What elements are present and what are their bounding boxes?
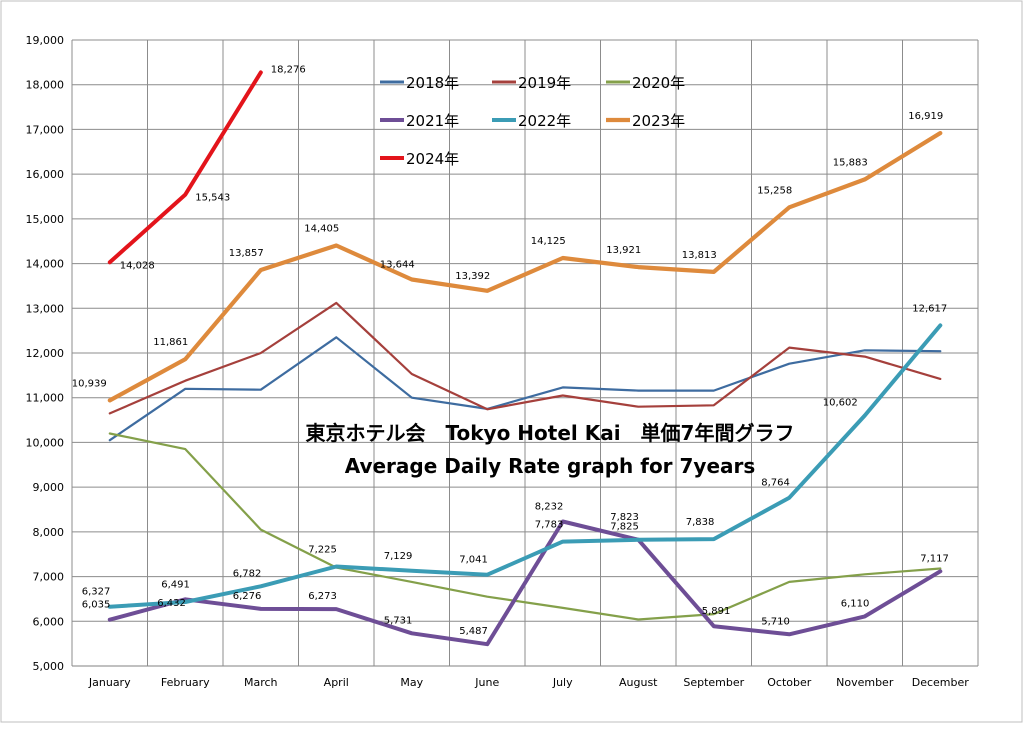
data-label: 12,617 — [912, 303, 947, 314]
axis-layer: 5,000 6,000 7,000 8,000 9,000 10,000 11,000 12,… — [26, 34, 970, 689]
y-tick-label: 16,000 — [26, 168, 65, 181]
data-label: 10,602 — [823, 398, 858, 409]
x-tick-label: February — [161, 676, 210, 689]
x-tick-label: October — [767, 676, 811, 689]
x-tick-label: July — [552, 676, 573, 689]
chart-subtitle: Average Daily Rate graph for 7years — [345, 454, 756, 478]
y-tick-label: 18,000 — [26, 79, 65, 92]
series-layer — [107, 70, 943, 647]
x-tick-label: January — [88, 676, 131, 689]
legend-entry: 2023年 — [632, 112, 685, 130]
series-line-2022年 — [107, 323, 943, 609]
x-tick-label: May — [400, 676, 423, 689]
chart-title: 東京ホテル会 Tokyo Hotel Kai 単価7年間グラフ — [306, 421, 795, 445]
x-tick-label: November — [836, 676, 894, 689]
data-label: 15,883 — [833, 157, 868, 168]
data-label: 7,838 — [686, 517, 715, 528]
data-label: 7,129 — [384, 551, 413, 562]
data-label: 7,823 — [610, 512, 639, 523]
data-label: 7,117 — [920, 553, 949, 564]
data-label: 5,710 — [761, 616, 790, 627]
x-tick-label: April — [324, 676, 349, 689]
y-tick-label: 17,000 — [26, 123, 65, 136]
series-line-2021年 — [107, 519, 943, 647]
series-line-2019年 — [108, 301, 942, 415]
y-tick-label: 19,000 — [26, 34, 65, 47]
y-tick-label: 6,000 — [33, 615, 65, 628]
data-label: 6,035 — [82, 600, 111, 611]
legend-entry: 2021年 — [406, 112, 459, 130]
data-label: 7,041 — [459, 555, 488, 566]
legend-entry: 2022年 — [518, 112, 571, 130]
data-label: 5,487 — [459, 626, 488, 637]
data-label: 5,891 — [702, 606, 731, 617]
series-line-2018年 — [108, 336, 942, 442]
data-label: 14,405 — [304, 223, 339, 234]
data-label: 15,543 — [195, 193, 230, 204]
data-label: 11,861 — [153, 337, 188, 348]
y-tick-label: 12,000 — [26, 347, 65, 360]
data-label: 14,028 — [120, 260, 155, 271]
data-label: 6,327 — [82, 587, 111, 598]
x-tick-label: September — [683, 676, 744, 689]
grid-layer — [71, 39, 979, 667]
series-line-2023年 — [107, 131, 943, 403]
y-tick-label: 7,000 — [33, 571, 65, 584]
data-label: 6,432 — [157, 598, 186, 609]
data-label: 6,273 — [308, 591, 337, 602]
legend-entry: 2020年 — [632, 74, 685, 92]
data-label: 7,825 — [610, 522, 639, 533]
y-tick-label: 13,000 — [26, 302, 65, 315]
data-label: 18,276 — [271, 64, 306, 75]
y-tick-label: 11,000 — [26, 392, 65, 405]
y-tick-label: 14,000 — [26, 258, 65, 271]
data-label: 15,258 — [757, 185, 792, 196]
data-label: 6,276 — [233, 591, 262, 602]
data-label: 16,919 — [908, 111, 943, 122]
data-label: 6,491 — [161, 579, 190, 590]
data-label: 13,813 — [682, 250, 717, 261]
data-label: 13,857 — [229, 248, 264, 259]
data-label: 8,232 — [535, 501, 564, 512]
data-label: 13,921 — [606, 245, 641, 256]
data-label: 7,225 — [308, 545, 337, 556]
data-label: 13,644 — [380, 259, 415, 270]
legend-entry: 2024年 — [406, 150, 459, 168]
x-tick-label: June — [474, 676, 499, 689]
data-label: 13,392 — [455, 271, 490, 282]
title-block: 東京ホテル会 Tokyo Hotel Kai 単価7年間グラフ Average … — [306, 421, 795, 478]
x-tick-label: August — [619, 676, 658, 689]
legend-entry: 2018年 — [406, 74, 459, 92]
y-tick-label: 10,000 — [26, 436, 65, 449]
data-label: 6,110 — [841, 598, 870, 609]
series-line-2024年 — [107, 70, 263, 265]
y-tick-label: 8,000 — [33, 526, 65, 539]
series-line-2020年 — [108, 432, 942, 621]
legend: 2018年 2019年 2020年 2021年 2022年 2023年 2024年 — [380, 74, 685, 168]
data-label: 8,764 — [761, 478, 790, 489]
x-tick-label: March — [244, 676, 278, 689]
legend-entry: 2019年 — [518, 74, 571, 92]
data-label: 6,782 — [233, 568, 262, 579]
data-label: 7,783 — [535, 520, 564, 531]
data-label: 14,125 — [531, 236, 566, 247]
data-label-layer: 6,035 6,491 6,276 6,273 5,731 5,487 8,232 7,825… — [72, 64, 949, 637]
x-tick-label: December — [912, 676, 970, 689]
y-tick-label: 5,000 — [33, 660, 65, 673]
y-tick-label: 15,000 — [26, 213, 65, 226]
data-label: 5,731 — [384, 615, 413, 626]
data-label: 10,939 — [72, 378, 107, 389]
y-tick-label: 9,000 — [33, 481, 65, 494]
